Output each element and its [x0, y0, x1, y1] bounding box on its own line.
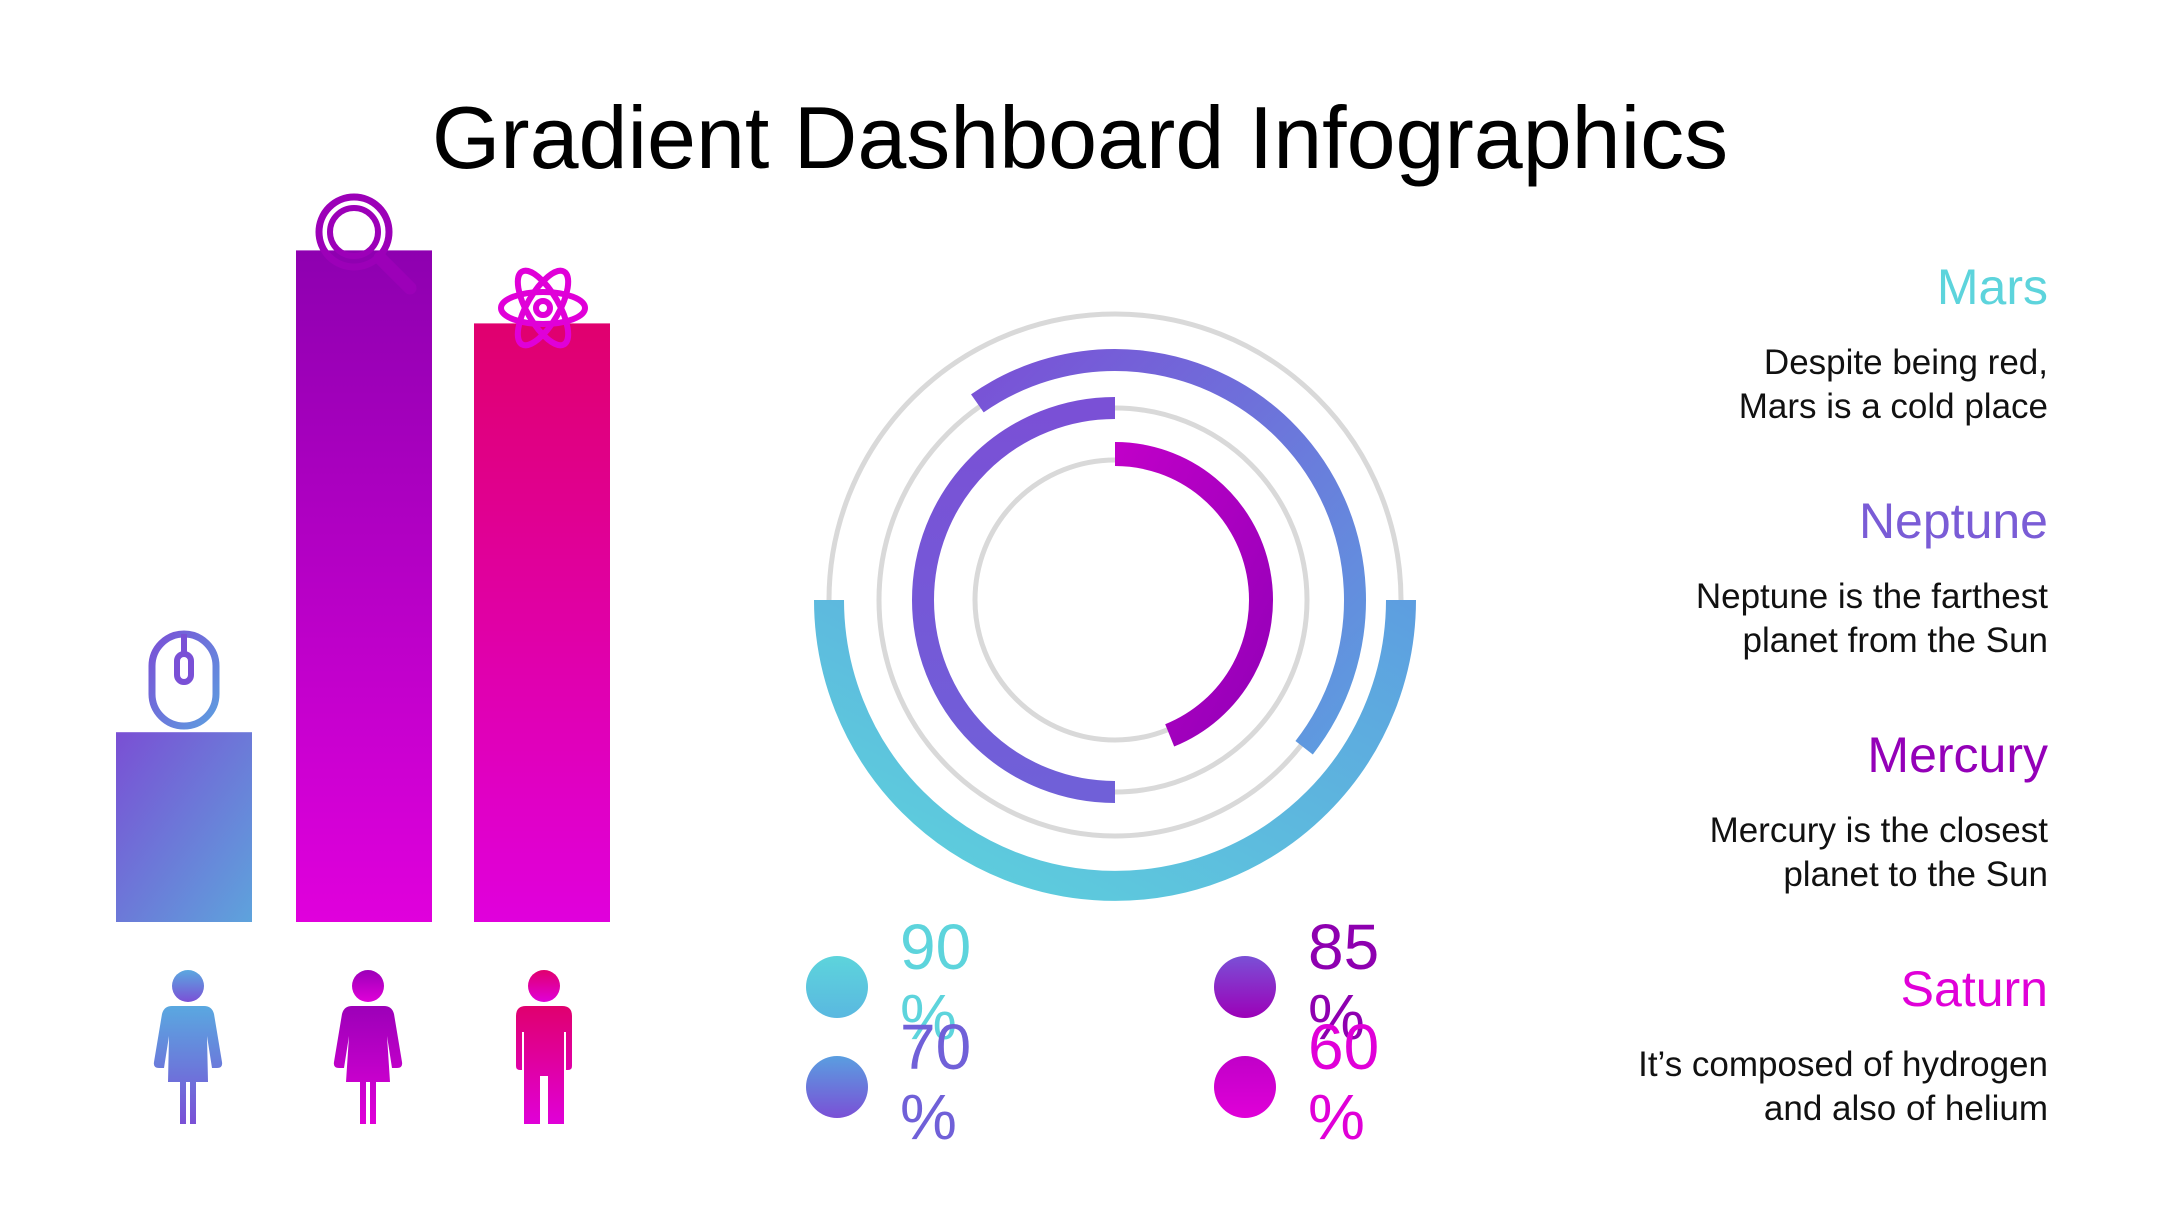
page-title: Gradient Dashboard Infographics [431, 88, 1729, 187]
bar-mouse [116, 732, 252, 922]
legend-item-mercury: Mercury Mercury is the closest planet to … [1448, 728, 2048, 897]
woman-icon [153, 970, 223, 1124]
legend-item-mars: Mars Despite being red, Mars is a cold pl… [1448, 260, 2048, 429]
bar-atom [474, 323, 610, 922]
legend-dot-70 [806, 1056, 868, 1118]
legend-title: Mercury [1867, 727, 2048, 783]
ring-90 [814, 599, 1416, 901]
ring-85 [971, 349, 1366, 755]
search-icon [315, 193, 417, 295]
bar-search [296, 250, 432, 922]
legend-description: It’s composed of hydrogen and also of hel… [1638, 1045, 2048, 1128]
legend-item-neptune: Neptune Neptune is the farthest planet fr… [1448, 494, 2048, 663]
bar-chart-svg [116, 250, 610, 922]
legend-title: Neptune [1858, 493, 2048, 549]
percent-70: 70 % [900, 1011, 972, 1154]
legend-description: Mercury is the closest planet to the Sun [1709, 811, 2048, 894]
legend-item-saturn: Saturn It’s composed of hydrogen and also… [1448, 962, 2048, 1131]
legend-title: Saturn [1900, 961, 2048, 1017]
ring-60 [1114, 442, 1273, 747]
percent-85: 85 % [1308, 911, 1380, 1054]
legend-description: Neptune is the farthest planet from the S… [1695, 577, 2048, 660]
man-icon [516, 970, 572, 1124]
legend-dot-90 [806, 956, 868, 1018]
percent-90: 90 % [900, 911, 972, 1054]
atom-icon [498, 267, 588, 349]
percent-60: 60 % [1308, 1011, 1380, 1154]
woman-icon [333, 970, 403, 1124]
legend-dot-60 [1214, 1056, 1276, 1118]
mouse-icon [148, 630, 220, 730]
legend-dot-85 [1214, 956, 1276, 1018]
radial-ring-chart [814, 311, 1416, 901]
legend-title: Mars [1936, 259, 2048, 315]
ring-70 [912, 397, 1116, 803]
legend-description: Despite being red, Mars is a cold place [1738, 343, 2048, 426]
